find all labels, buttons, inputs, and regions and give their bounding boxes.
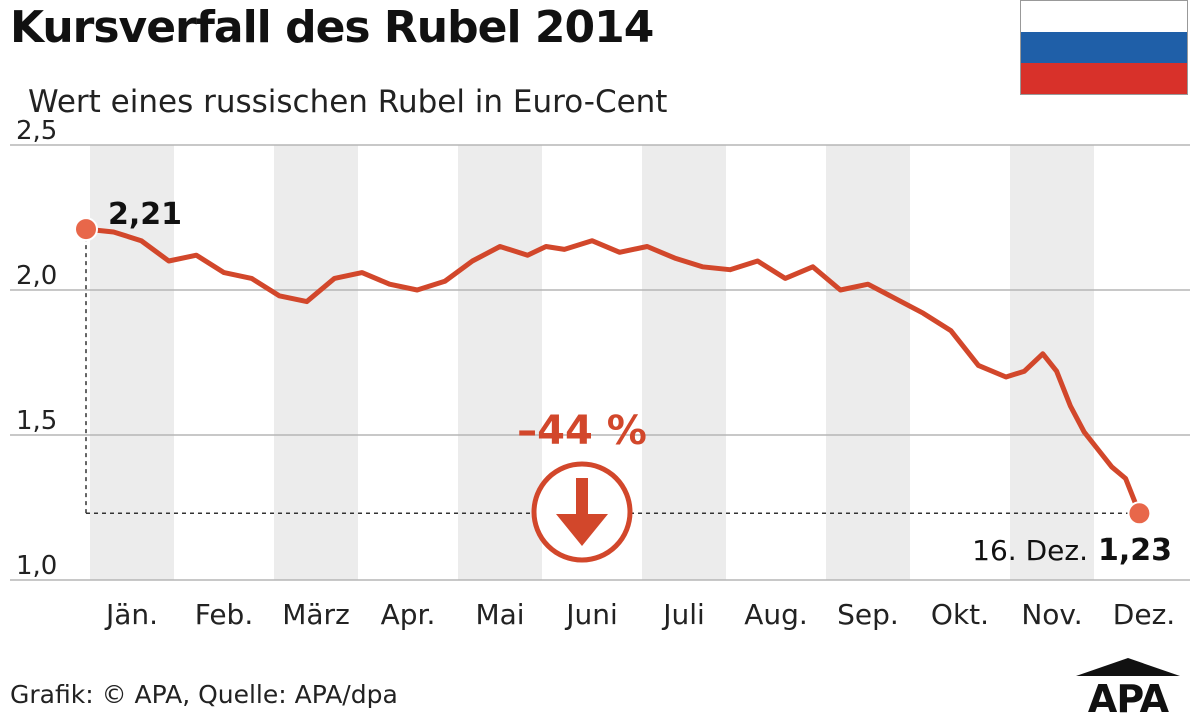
month-band <box>458 145 542 580</box>
flag-stripe-red <box>1021 62 1187 94</box>
x-tick-label: Sep. <box>837 598 899 631</box>
y-tick-label: 1,5 <box>16 406 57 436</box>
y-tick-label: 2,5 <box>16 116 57 146</box>
x-tick-label: Okt. <box>931 598 989 631</box>
month-band <box>90 145 174 580</box>
x-tick-label: Aug. <box>744 598 808 631</box>
flag-stripe-blue <box>1021 31 1187 63</box>
x-tick-label: März <box>282 598 350 631</box>
russia-flag-icon <box>1020 0 1188 95</box>
x-tick-label: Dez. <box>1113 598 1175 631</box>
x-tick-label: Juli <box>661 598 705 631</box>
svg-text:APA: APA <box>1088 677 1170 714</box>
start-value-label: 2,21 <box>108 197 182 232</box>
month-band <box>274 145 358 580</box>
source-credit: Grafik: © APA, Quelle: APA/dpa <box>10 680 398 709</box>
end-value-label: 1,23 <box>1098 533 1172 568</box>
apa-logo: APA <box>1076 658 1180 714</box>
chart-subtitle: Wert eines russischen Rubel in Euro-Cent <box>28 84 668 120</box>
series-line <box>83 226 1142 516</box>
month-band <box>642 145 726 580</box>
flag-stripe-white <box>1021 1 1187 32</box>
x-tick-label: Feb. <box>195 598 253 631</box>
x-tick-label: Nov. <box>1021 598 1082 631</box>
x-tick-label: Apr. <box>381 598 436 631</box>
x-tick-label: Mai <box>475 598 524 631</box>
arrow-shaft <box>576 478 588 518</box>
change-annotation: –44 % <box>517 408 647 454</box>
end-point <box>1127 501 1152 526</box>
chart-title: Kursverfall des Rubel 2014 <box>10 2 654 53</box>
y-tick-label: 2,0 <box>16 261 57 291</box>
y-tick-label: 1,0 <box>16 551 57 581</box>
start-point <box>74 217 98 242</box>
x-tick-label: Jän. <box>104 598 158 631</box>
month-band <box>826 145 910 580</box>
decline-arrow-icon <box>531 461 633 563</box>
end-date-label: 16. Dez. <box>972 534 1088 567</box>
x-tick-label: Juni <box>564 598 618 631</box>
arrow-head <box>556 514 608 546</box>
